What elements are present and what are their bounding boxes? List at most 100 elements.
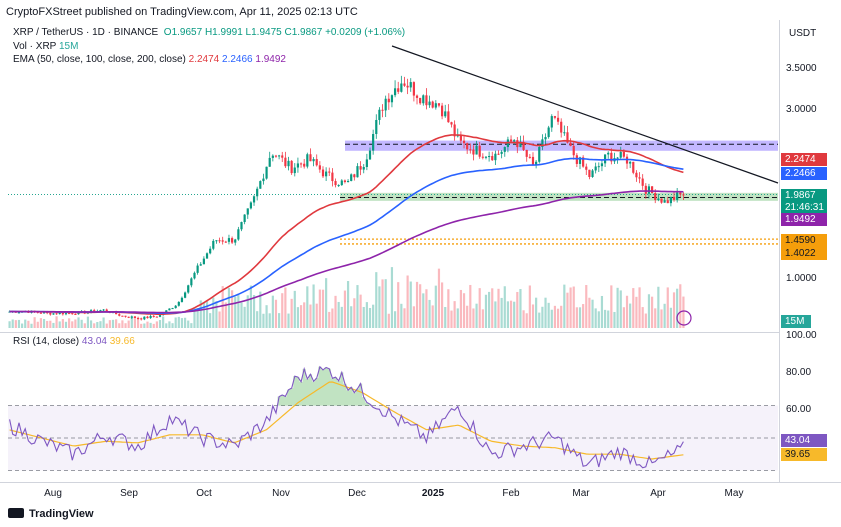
volume-bar bbox=[321, 289, 325, 328]
volume-bar bbox=[83, 323, 86, 328]
candle-body bbox=[400, 83, 403, 92]
candle-body bbox=[224, 241, 227, 243]
candle-body bbox=[64, 313, 68, 315]
volume-legend-value: 15M bbox=[58, 41, 79, 52]
candle-body bbox=[469, 149, 472, 151]
candle-body bbox=[406, 85, 409, 88]
volume-bar bbox=[152, 323, 155, 328]
support-s2-tag: 1.4022 bbox=[781, 247, 827, 260]
volume-bar bbox=[519, 289, 522, 328]
volume-legend[interactable]: Vol · XRP 15M bbox=[13, 41, 78, 52]
volume-bar bbox=[616, 287, 619, 328]
candle-body bbox=[296, 163, 300, 168]
volume-bar bbox=[566, 292, 569, 328]
ema100-legend-value: 2.2466 bbox=[222, 54, 253, 65]
ema-legend[interactable]: EMA (50, close, 100, close, 200, close) … bbox=[13, 54, 286, 65]
x-tick-label: Aug bbox=[44, 488, 62, 499]
rsi-legend[interactable]: RSI (14, close) 43.04 39.66 bbox=[13, 336, 135, 347]
candle-body bbox=[105, 309, 108, 312]
volume-bar bbox=[503, 286, 506, 328]
volume-bar bbox=[140, 323, 143, 328]
candle-body bbox=[497, 153, 500, 155]
volume-bar bbox=[246, 295, 249, 328]
candle-body bbox=[243, 214, 246, 223]
rsi-legend-label: RSI (14, close) bbox=[13, 336, 80, 347]
candle-body bbox=[513, 140, 516, 142]
volume-bar bbox=[544, 297, 547, 328]
volume-bar bbox=[600, 295, 604, 328]
volume-bar bbox=[237, 295, 240, 328]
candle-body bbox=[381, 109, 384, 111]
volume-bar bbox=[337, 301, 340, 328]
volume-bar bbox=[654, 308, 657, 328]
candle-body bbox=[136, 317, 140, 319]
candle-body bbox=[500, 151, 503, 154]
volume-bar bbox=[256, 311, 259, 328]
candle-body bbox=[516, 140, 519, 148]
volume-bar bbox=[475, 303, 478, 328]
volume-bar bbox=[8, 321, 11, 328]
rsi-tick-label: 100.00 bbox=[786, 330, 817, 341]
volume-bar bbox=[99, 321, 102, 328]
volume-bar bbox=[372, 304, 375, 328]
volume-bar bbox=[387, 313, 390, 328]
currency-label[interactable]: USDT bbox=[789, 28, 817, 39]
volume-bar bbox=[58, 321, 61, 328]
candle-body bbox=[638, 177, 641, 179]
candle-body bbox=[387, 98, 390, 103]
volume-bar bbox=[682, 296, 685, 328]
volume-bar bbox=[346, 281, 350, 328]
candle-body bbox=[271, 155, 274, 158]
volume-bar bbox=[209, 313, 212, 328]
volume-bar bbox=[299, 305, 303, 328]
candle-body bbox=[193, 272, 196, 279]
candle-body bbox=[478, 145, 481, 157]
candle-body bbox=[503, 147, 506, 152]
volume-bar bbox=[610, 285, 613, 328]
rsi-ma-legend-value: 39.66 bbox=[109, 336, 135, 347]
volume-bar bbox=[509, 300, 513, 328]
volume-bar bbox=[375, 272, 378, 328]
volume-bar bbox=[124, 323, 127, 328]
volume-bar bbox=[362, 306, 365, 328]
volume-bar bbox=[481, 309, 484, 328]
volume-bar bbox=[513, 301, 516, 328]
volume-bar bbox=[52, 322, 55, 328]
candle-body bbox=[440, 105, 444, 117]
volume-bar bbox=[325, 278, 328, 328]
candle-body bbox=[209, 248, 212, 254]
volume-bar bbox=[340, 306, 343, 328]
volume-bar bbox=[36, 321, 39, 328]
volume-bar bbox=[74, 319, 77, 328]
candle-body bbox=[644, 185, 647, 194]
candle-body bbox=[340, 180, 343, 186]
volume-bar bbox=[231, 290, 234, 328]
volume-bar bbox=[290, 298, 293, 328]
volume-bar bbox=[437, 268, 441, 328]
symbol-legend[interactable]: XRP / TetherUS · 1D · BINANCE O1.9657 H1… bbox=[13, 27, 405, 38]
volume-bar bbox=[491, 288, 494, 328]
volume-bar bbox=[453, 301, 456, 328]
volume-bar bbox=[278, 313, 281, 328]
candle-body bbox=[318, 165, 321, 170]
volume-bar bbox=[93, 323, 96, 328]
volume-bar bbox=[89, 320, 93, 328]
volume-bar bbox=[525, 313, 528, 328]
candle-body bbox=[594, 166, 597, 171]
candle-body bbox=[174, 305, 177, 309]
volume-bar bbox=[303, 302, 306, 328]
candle-body bbox=[531, 156, 535, 165]
candle-body bbox=[168, 308, 171, 311]
support-s1-tag: 1.4590 bbox=[781, 234, 827, 247]
volume-bar bbox=[506, 301, 510, 328]
candle-body bbox=[378, 109, 381, 120]
volume-bar bbox=[187, 320, 190, 328]
candle-body bbox=[682, 194, 685, 196]
candle-body bbox=[419, 97, 422, 104]
rsi-tick-label: 80.00 bbox=[786, 367, 812, 378]
candle-body bbox=[603, 154, 607, 164]
candle-body bbox=[550, 116, 553, 128]
tradingview-logo[interactable]: TradingView bbox=[8, 508, 94, 520]
candle-body bbox=[669, 196, 672, 204]
